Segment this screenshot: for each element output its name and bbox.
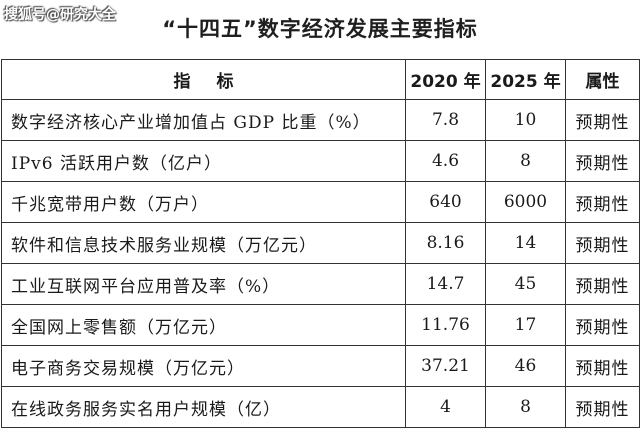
value-2020: 37.21: [405, 345, 486, 387]
header-2020: 2020 年: [405, 59, 486, 100]
value-2025: 10: [485, 99, 566, 141]
indicator-name: 电子商务交易规模（万亿元）: [1, 345, 406, 387]
attribute: 预期性: [565, 345, 640, 387]
indicator-name: 全国网上零售额（万亿元）: [1, 304, 406, 346]
value-2020: 11.76: [405, 304, 486, 346]
indicator-name: IPv6 活跃用户数（亿户）: [1, 140, 406, 182]
table-row: 工业互联网平台应用普及率（%） 14.7 45 预期性: [1, 263, 640, 305]
table-row: 千兆宽带用户数（万户） 640 6000 预期性: [1, 181, 640, 223]
indicator-name: 数字经济核心产业增加值占 GDP 比重（%）: [1, 99, 406, 141]
value-2025: 45: [485, 263, 566, 305]
attribute: 预期性: [565, 263, 640, 305]
attribute: 预期性: [565, 140, 640, 182]
attribute: 预期性: [565, 181, 640, 223]
value-2025: 14: [485, 222, 566, 264]
attribute: 预期性: [565, 222, 640, 264]
value-2020: 7.8: [405, 99, 486, 141]
value-2020: 640: [405, 181, 486, 223]
page-title: “十四五”数字经济发展主要指标: [162, 17, 478, 41]
header-2025: 2025 年: [485, 59, 566, 100]
value-2020: 4.6: [405, 140, 486, 182]
value-2025: 8: [485, 386, 566, 428]
header-attribute: 属性: [565, 59, 640, 100]
table-row: 电子商务交易规模（万亿元） 37.21 46 预期性: [1, 345, 640, 387]
header-indicator: 指标: [1, 59, 406, 100]
table-row: 全国网上零售额（万亿元） 11.76 17 预期性: [1, 304, 640, 346]
value-2025: 46: [485, 345, 566, 387]
value-2025: 6000: [485, 181, 566, 223]
indicator-table: 指标 2020 年 2025 年 属性 数字经济核心产业增加值占 GDP 比重（…: [1, 59, 640, 428]
watermark: 搜狐号@研究大全: [4, 7, 116, 23]
value-2025: 8: [485, 140, 566, 182]
table-row: 在线政务服务实名用户规模（亿） 4 8 预期性: [1, 386, 640, 428]
value-2020: 4: [405, 386, 486, 428]
table-row: 软件和信息技术服务业规模（万亿元） 8.16 14 预期性: [1, 222, 640, 264]
attribute: 预期性: [565, 304, 640, 346]
indicator-name: 工业互联网平台应用普及率（%）: [1, 263, 406, 305]
attribute: 预期性: [565, 386, 640, 428]
table-row: 数字经济核心产业增加值占 GDP 比重（%） 7.8 10 预期性: [1, 99, 640, 141]
table-header-row: 指标 2020 年 2025 年 属性: [1, 59, 640, 100]
indicator-name: 在线政务服务实名用户规模（亿）: [1, 386, 406, 428]
value-2020: 14.7: [405, 263, 486, 305]
table-row: IPv6 活跃用户数（亿户） 4.6 8 预期性: [1, 140, 640, 182]
value-2025: 17: [485, 304, 566, 346]
attribute: 预期性: [565, 99, 640, 141]
value-2020: 8.16: [405, 222, 486, 264]
indicator-name: 软件和信息技术服务业规模（万亿元）: [1, 222, 406, 264]
indicator-name: 千兆宽带用户数（万户）: [1, 181, 406, 223]
